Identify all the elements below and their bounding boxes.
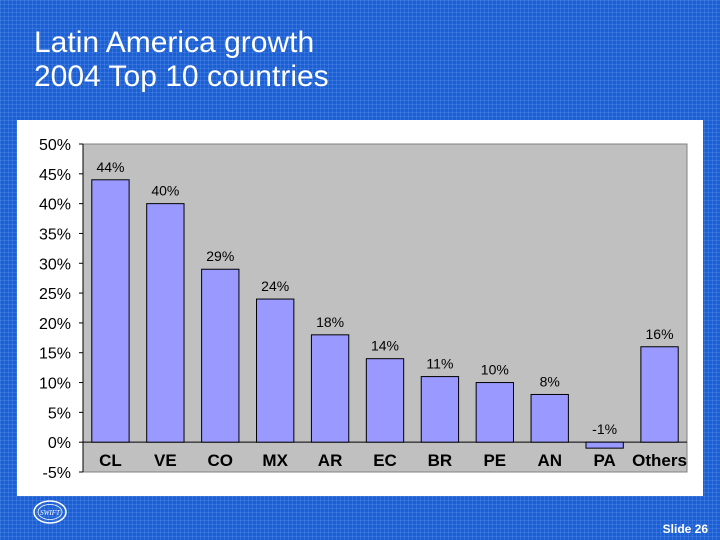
data-label: 8% [540,373,560,389]
data-label: 18% [316,314,344,330]
bar-pe [475,382,514,443]
y-tick-label: 0% [48,435,71,452]
bar-pa [585,441,624,449]
category-label: CL [99,451,122,470]
bar-br [420,376,460,443]
y-tick-label: 20% [39,316,71,333]
bar-ve [146,203,185,443]
data-label: 14% [371,338,399,354]
data-label: 44% [96,159,124,175]
data-label: 40% [151,183,179,199]
category-label: MX [262,451,288,470]
y-tick-label: 15% [39,346,71,363]
y-tick-label: 45% [39,167,71,184]
bar-ar [310,334,350,443]
title-line-1: Latin America growth [34,26,315,59]
bar-co [201,268,240,443]
chart-panel: 50% 45% 40% 35% 30% 25% 20% 15% 10% 5% 0% -5% CL 44% V… [17,120,703,496]
y-tick-label: 40% [39,197,71,214]
y-tick-label: 30% [39,256,71,273]
data-label: 29% [206,248,234,264]
swift-logo-icon: SWIFT [33,500,67,524]
y-tick-label: -5% [43,465,71,482]
logo-text: SWIFT [40,509,61,517]
bar-mx [256,298,295,443]
y-tick-label: 35% [39,226,71,243]
bar-cl [91,179,130,443]
category-label: PA [593,451,615,470]
category-label: CO [208,451,234,470]
bar-an [530,393,569,443]
y-tick-label: 50% [39,137,71,154]
slide-title: Latin America growth 2004 Top 10 countri… [34,26,329,94]
slide-number: Slide 26 [662,522,708,536]
bar-others [640,346,679,443]
category-label: AN [537,451,562,470]
data-label: 11% [426,356,453,372]
y-tick-label: 5% [48,405,71,422]
bar-ec [365,358,405,443]
y-tick-label: 25% [39,286,71,303]
category-label: VE [154,451,177,470]
title-line-2: 2004 Top 10 countries [34,60,329,93]
data-label: 10% [481,362,509,378]
category-label: EC [373,451,397,470]
data-label: 24% [261,278,289,294]
category-label: Others [632,451,687,470]
category-label: BR [428,451,453,470]
data-label: -1% [592,421,617,437]
data-label: 16% [646,326,674,342]
y-tick-label: 10% [39,376,71,393]
category-label: AR [318,451,343,470]
category-label: PE [483,451,506,470]
bar-chart: 50% 45% 40% 35% 30% 25% 20% 15% 10% 5% 0% -5% CL 44% V… [39,137,688,482]
